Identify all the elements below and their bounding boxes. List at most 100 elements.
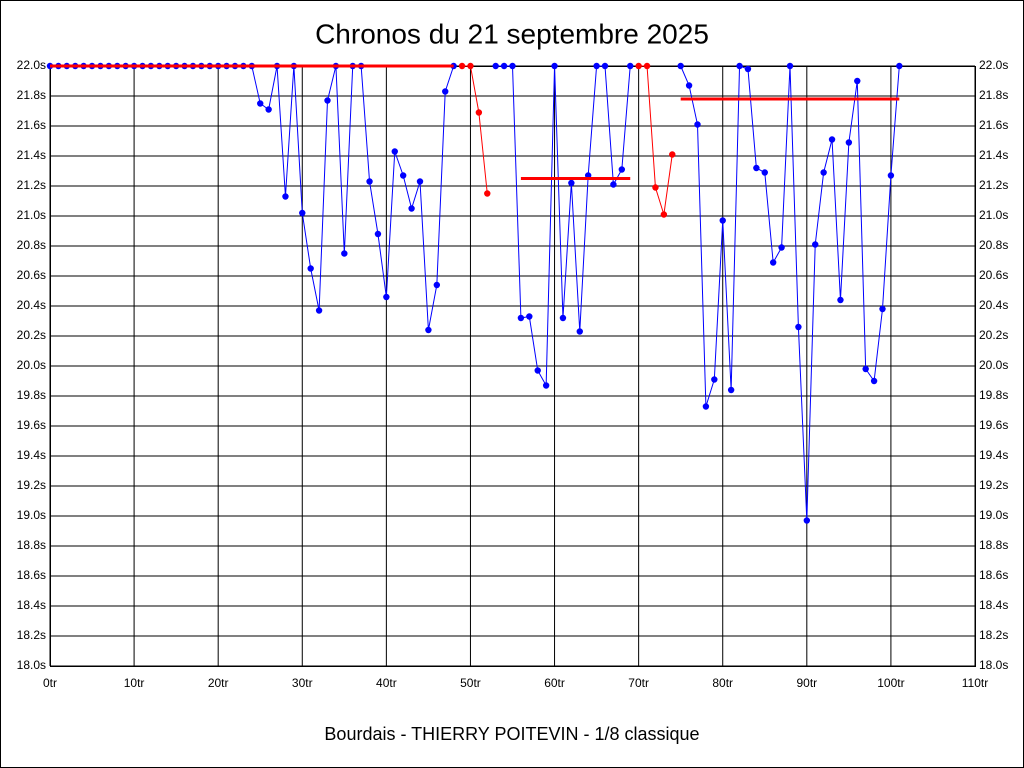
y2-tick-label: 19.2s [979, 478, 1008, 492]
data-point [366, 178, 373, 185]
x-tick-label: 60tr [544, 676, 565, 690]
y2-tick-label: 18.6s [979, 568, 1008, 582]
y2-tick-label: 18.4s [979, 598, 1008, 612]
data-point [559, 314, 567, 322]
data-point [837, 296, 844, 304]
data-point [786, 62, 794, 70]
data-point [702, 403, 710, 410]
y2-tick-label: 18.8s [979, 538, 1008, 552]
y-tick-label: 21.2s [17, 178, 46, 192]
y-tick-label: 19.0s [17, 508, 46, 522]
data-point [887, 172, 895, 179]
y2-tick-label: 20.2s [979, 328, 1008, 342]
data-point [500, 62, 508, 70]
y2-tick-label: 21.6s [979, 118, 1008, 132]
data-point [711, 376, 718, 383]
data-point [627, 62, 634, 70]
data-point [568, 179, 575, 187]
y-tick-label: 21.0s [17, 208, 46, 222]
data-point [467, 62, 474, 70]
data-point [593, 62, 600, 70]
data-point [542, 382, 550, 389]
y-tick-label: 21.8s [17, 88, 46, 102]
data-point [761, 169, 768, 176]
data-point [492, 62, 499, 70]
x-tick-label: 20tr [208, 676, 229, 690]
y-tick-label: 21.6s [17, 118, 46, 132]
data-point [257, 100, 264, 107]
data-point [484, 190, 491, 197]
data-point [341, 250, 348, 257]
y-tick-label: 20.0s [17, 358, 46, 372]
data-point [744, 65, 752, 73]
y2-tick-label: 20.0s [979, 358, 1008, 372]
data-point [879, 305, 886, 313]
data-point [458, 62, 466, 70]
chart-title: Chronos du 21 septembre 2025 [315, 18, 709, 49]
data-point [669, 151, 676, 158]
series-line [462, 65, 488, 194]
data-point [517, 314, 525, 322]
y-tick-label: 20.6s [17, 268, 46, 282]
data-point [803, 517, 811, 524]
data-point [416, 178, 424, 185]
x-axis-label: Bourdais - THIERRY POITEVIN - 1/8 classi… [324, 724, 699, 744]
x-tick-label: 50tr [460, 676, 481, 690]
data-point [551, 62, 558, 70]
y2-tick-label: 21.0s [979, 208, 1008, 222]
y2-tick-label: 19.4s [979, 448, 1008, 462]
y2-tick-label: 19.0s [979, 508, 1008, 522]
data-point [719, 217, 726, 224]
y2-tick-label: 19.8s [979, 388, 1008, 402]
data-point [652, 184, 659, 191]
y-tick-label: 20.8s [17, 238, 46, 252]
data-point [727, 386, 735, 394]
data-point [576, 328, 583, 335]
data-point [433, 281, 441, 289]
x-tick-label: 80tr [712, 676, 733, 690]
y-tick-label: 20.2s [17, 328, 46, 342]
x-tick-label: 110tr [962, 676, 988, 690]
y-tick-label: 22.0s [17, 58, 46, 72]
y-tick-label: 21.4s [17, 148, 46, 162]
y-tick-label: 20.4s [17, 298, 46, 312]
y-tick-label: 19.6s [17, 418, 46, 432]
y-tick-label: 19.8s [17, 388, 46, 402]
data-point [315, 307, 323, 314]
x-tick-label: 40tr [376, 676, 397, 690]
data-point [509, 62, 516, 70]
data-point [677, 62, 684, 70]
data-point [854, 77, 861, 85]
y2-tick-label: 18.2s [979, 628, 1008, 642]
data-point [534, 367, 541, 374]
data-point [845, 139, 853, 146]
data-point [265, 106, 272, 113]
y2-tick-label: 21.8s [979, 88, 1008, 102]
data-point [812, 241, 819, 248]
y2-tick-label: 21.2s [979, 178, 1008, 192]
data-point [862, 365, 869, 373]
y-tick-label: 18.8s [17, 538, 46, 552]
data-point [618, 166, 626, 173]
data-point [610, 181, 617, 188]
data-point [282, 193, 289, 200]
data-point [425, 326, 432, 334]
data-point [307, 265, 314, 272]
data-point [391, 148, 398, 155]
y2-tick-label: 21.4s [979, 148, 1008, 162]
x-tick-label: 30tr [292, 676, 313, 690]
y-tick-label: 18.4s [17, 598, 46, 612]
x-tick-label: 10tr [124, 676, 145, 690]
y-tick-label: 19.4s [17, 448, 46, 462]
y2-tick-label: 20.6s [979, 268, 1008, 282]
data-point [408, 205, 415, 212]
y-tick-label: 18.0s [17, 658, 46, 672]
data-point [820, 169, 827, 176]
data-point [299, 209, 306, 217]
x-tick-label: 90tr [796, 676, 817, 690]
x-tick-label: 70tr [628, 676, 649, 690]
data-point [601, 62, 609, 70]
y-tick-label: 19.2s [17, 478, 46, 492]
y2-tick-label: 19.6s [979, 418, 1008, 432]
